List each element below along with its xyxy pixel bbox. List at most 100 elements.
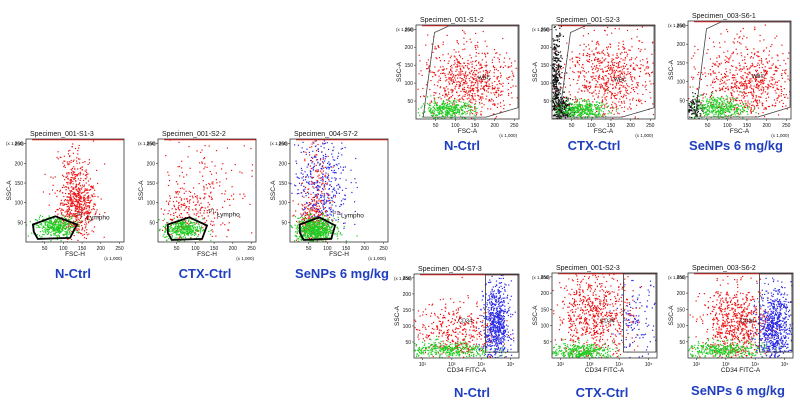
red-event — [196, 213, 198, 215]
green-event — [310, 209, 312, 211]
black-event — [558, 109, 560, 111]
red-event — [311, 215, 314, 217]
red-event — [329, 201, 331, 204]
green-event — [306, 230, 308, 232]
green-event — [435, 109, 437, 111]
red-event — [205, 193, 207, 195]
blue-event — [321, 168, 323, 170]
blue-event — [317, 215, 319, 217]
green-event — [428, 103, 430, 105]
green-event — [314, 236, 316, 238]
red-event — [329, 194, 331, 196]
red-event — [326, 215, 328, 217]
blue-event — [341, 154, 343, 156]
red-event — [457, 81, 459, 83]
red-event — [603, 87, 605, 89]
green-event — [329, 227, 331, 229]
black-event — [567, 99, 569, 101]
red-event — [167, 171, 169, 173]
red-event — [76, 195, 78, 197]
red-event — [204, 166, 206, 168]
green-event — [302, 234, 304, 237]
red-event — [638, 48, 640, 50]
green-event — [27, 235, 29, 237]
red-event — [493, 113, 495, 115]
red-event — [79, 204, 81, 206]
blue-event — [295, 160, 297, 162]
green-event — [200, 226, 202, 229]
black-event — [556, 89, 558, 91]
green-event — [168, 238, 170, 240]
red-event — [478, 62, 480, 64]
red-event — [165, 155, 167, 157]
green-event — [331, 225, 333, 227]
green-event — [56, 218, 58, 220]
black-event — [554, 59, 556, 61]
red-event — [204, 221, 206, 223]
red-event — [293, 214, 295, 216]
black-event — [558, 75, 561, 77]
red-event — [82, 197, 84, 199]
green-event — [303, 225, 305, 227]
green-event — [192, 231, 194, 233]
red-event — [204, 157, 206, 159]
green-event — [60, 220, 62, 222]
red-event — [76, 196, 78, 198]
red-event — [68, 161, 70, 163]
red-event — [181, 216, 183, 219]
red-event — [183, 204, 185, 206]
red-event — [88, 195, 90, 197]
red-event — [78, 211, 81, 213]
red-event — [455, 66, 457, 68]
green-event — [47, 227, 49, 229]
red-event — [321, 222, 323, 224]
red-event — [194, 231, 196, 234]
red-event — [502, 90, 504, 92]
green-event — [64, 224, 66, 226]
event-dots — [552, 25, 655, 119]
red-event — [430, 80, 432, 82]
red-event — [502, 66, 504, 69]
red-event — [313, 209, 315, 211]
black-event — [555, 47, 557, 49]
red-event — [86, 218, 88, 221]
green-event — [162, 225, 164, 228]
green-event — [171, 237, 173, 239]
red-event — [68, 224, 70, 226]
red-event — [85, 211, 87, 213]
red-event — [464, 95, 466, 97]
red-event — [442, 94, 444, 96]
green-event — [65, 218, 67, 220]
red-event — [231, 169, 233, 171]
red-event — [446, 95, 448, 97]
black-event — [564, 108, 566, 111]
blue-event — [328, 167, 330, 169]
black-event — [566, 115, 568, 117]
red-event — [217, 213, 219, 215]
red-event — [192, 209, 194, 211]
scatter-svg: Specimen_001-S1-2(x 1,000)(x 1,000)50100… — [396, 17, 520, 138]
red-event — [204, 163, 206, 165]
red-event — [321, 213, 323, 215]
green-event — [57, 224, 59, 226]
black-event — [558, 57, 560, 59]
green-event — [186, 230, 188, 232]
red-event — [495, 116, 498, 118]
black-event — [560, 65, 562, 67]
red-event — [210, 196, 213, 198]
black-event — [565, 97, 567, 99]
red-event — [502, 82, 504, 84]
blue-event — [320, 196, 322, 199]
green-event — [195, 222, 197, 224]
green-event — [307, 219, 310, 221]
red-event — [55, 211, 57, 213]
red-event — [86, 189, 88, 191]
green-event — [445, 106, 447, 108]
red-event — [215, 211, 217, 213]
blue-event — [323, 196, 325, 198]
green-event — [164, 231, 166, 233]
red-event — [463, 86, 465, 88]
green-event — [62, 234, 65, 236]
green-event — [50, 220, 52, 222]
x-multiplier: (x 1,000) — [236, 256, 254, 261]
